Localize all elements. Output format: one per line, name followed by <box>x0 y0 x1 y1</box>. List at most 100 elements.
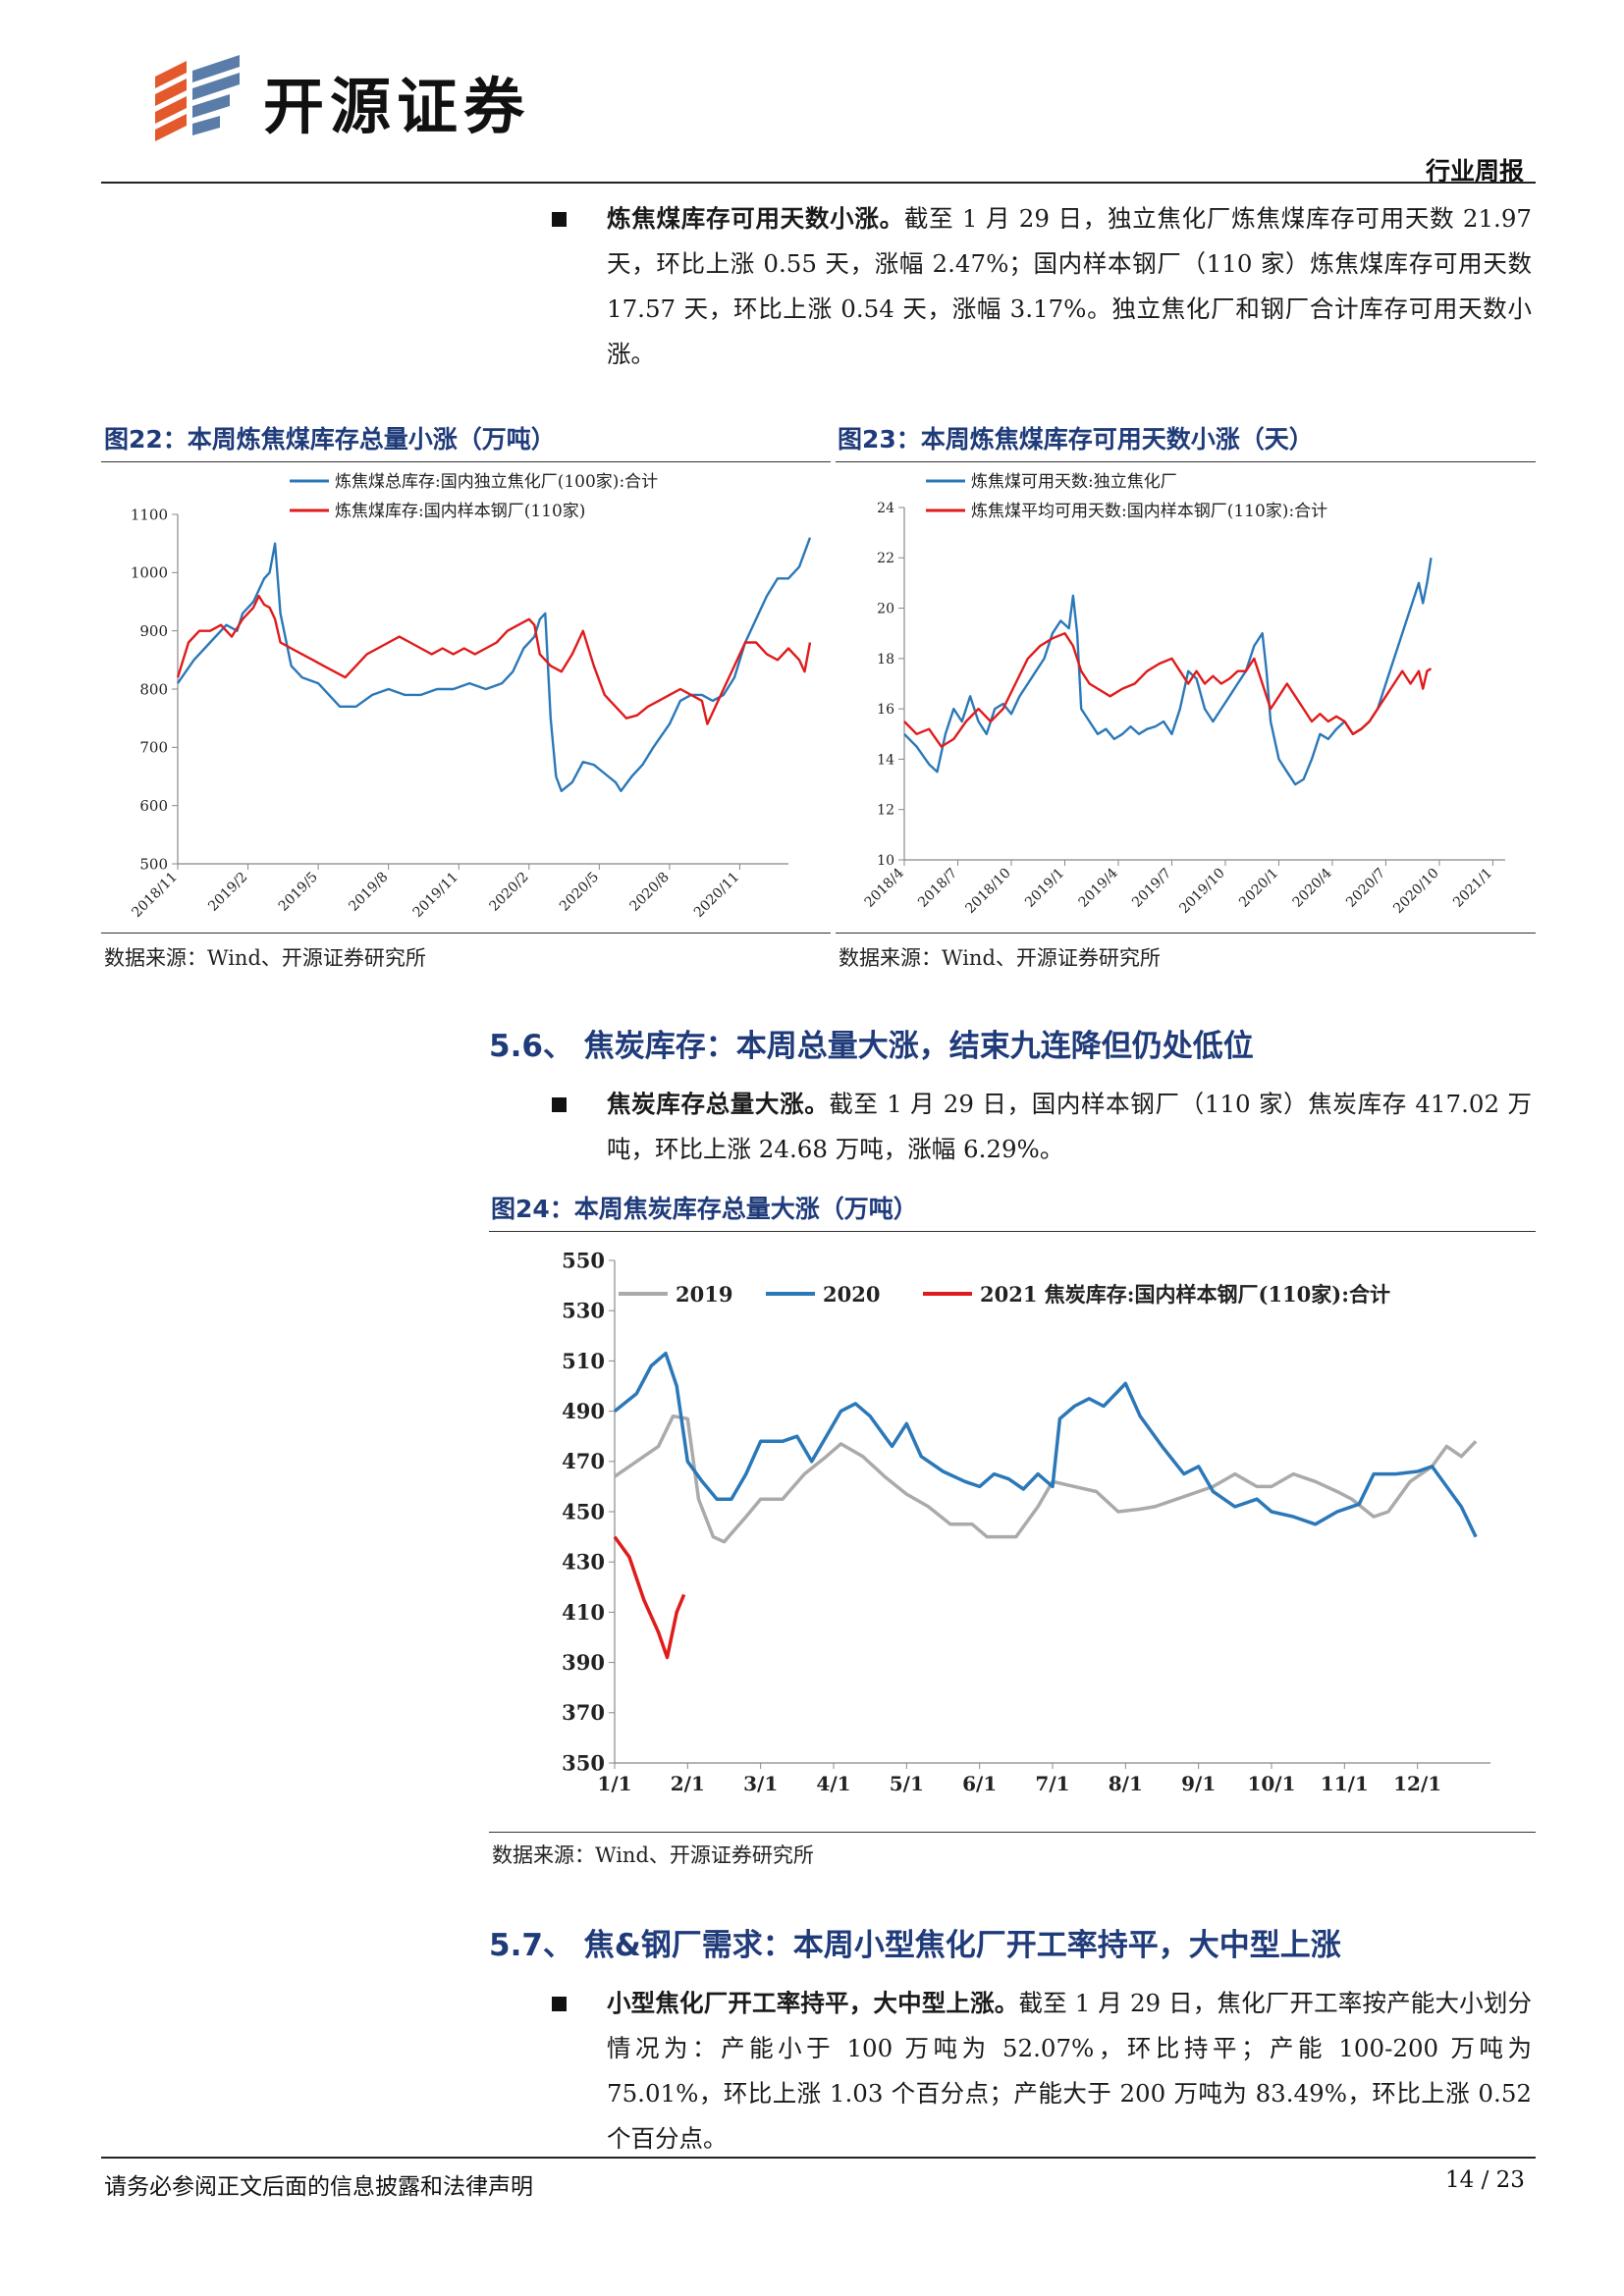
fig24-title: 图24：本周焦炭库存总量大涨（万吨） <box>491 1195 918 1223</box>
legend-label: 炼焦煤可用天数:独立焦化厂 <box>971 472 1177 492</box>
x-tick-label: 2021/1 <box>1450 866 1495 911</box>
series-line <box>177 537 812 792</box>
x-tick-label: 12/1 <box>1393 1772 1441 1795</box>
x-tick-label: 2019/1 <box>1022 866 1067 911</box>
y-tick-label: 22 <box>877 551 894 566</box>
x-tick-label: 2020/5 <box>557 870 602 915</box>
bullet-marker <box>552 1097 567 1112</box>
x-tick-label: 2019/4 <box>1076 865 1121 910</box>
x-tick-label: 2020/4 <box>1290 865 1335 910</box>
fig22-source: 数据来源：Wind、开源证券研究所 <box>104 946 426 970</box>
y-tick-label: 600 <box>139 797 168 815</box>
x-tick-label: 7/1 <box>1035 1772 1069 1795</box>
logo-mark-icon <box>155 55 240 141</box>
fig23-source: 数据来源：Wind、开源证券研究所 <box>839 946 1161 970</box>
y-tick-label: 700 <box>139 739 168 757</box>
paragraph-coke-inventory: 焦炭库存总量大涨。截至 1 月 29 日，国内样本钢厂（110 家）焦炭库存 4… <box>607 1082 1532 1172</box>
fig24-bottom-rule <box>489 1832 1536 1833</box>
y-tick-label: 550 <box>562 1248 605 1272</box>
fig23-title: 图23：本周炼焦煤库存可用天数小涨（天） <box>838 425 1314 454</box>
x-tick-label: 9/1 <box>1181 1772 1216 1795</box>
y-tick-label: 16 <box>877 702 894 718</box>
x-tick-label: 2018/4 <box>862 865 907 910</box>
x-tick-label: 6/1 <box>962 1772 997 1795</box>
legend-label: 2019 <box>676 1282 732 1307</box>
para-body: 截至 1 月 29 日，焦化厂开工率按产能大小划分情况为：产能小于 100 万吨… <box>607 1989 1533 2153</box>
series-line <box>614 1414 1478 1544</box>
y-tick-label: 12 <box>877 803 894 819</box>
x-tick-label: 3/1 <box>743 1772 778 1795</box>
y-tick-label: 350 <box>562 1750 605 1775</box>
paragraph-coking-utilization: 小型焦化厂开工率持平，大中型上涨。截至 1 月 29 日，焦化厂开工率按产能大小… <box>607 1981 1532 2162</box>
para-lead: 小型焦化厂开工率持平，大中型上涨。 <box>607 1989 1019 2017</box>
fig23-top-rule <box>836 461 1536 462</box>
company-logo <box>135 51 245 145</box>
x-tick-label: 2020/8 <box>627 870 673 915</box>
para-body: 截至 1 月 29 日，国内样本钢厂（110 家）焦炭库存 417.02 万吨，… <box>607 1090 1533 1163</box>
y-tick-label: 10 <box>877 853 894 869</box>
x-tick-label: 2018/11 <box>129 870 180 921</box>
section-5-6-heading: 5.6、 焦炭库存：本周总量大涨，结束九连降但仍处低位 <box>489 1029 1254 1064</box>
x-tick-label: 2020/1 <box>1236 866 1281 911</box>
x-tick-label: 2019/8 <box>346 870 391 915</box>
fig22-top-rule <box>101 461 831 462</box>
y-tick-label: 530 <box>562 1299 605 1323</box>
y-tick-label: 900 <box>139 622 168 640</box>
y-tick-label: 1100 <box>131 506 168 523</box>
x-tick-label: 2/1 <box>671 1772 705 1795</box>
bullet-marker <box>552 1997 567 2011</box>
x-tick-label: 2018/10 <box>962 866 1013 917</box>
section-5-7-heading: 5.7、 焦&钢厂需求：本周小型焦化厂开工率持平，大中型上涨 <box>489 1928 1341 1963</box>
y-tick-label: 1000 <box>131 564 168 582</box>
fig24-chart: 350 370 390 410 430 450 470 490 510 530 550 1/1 2/1 3… <box>562 1248 1490 1795</box>
fig22-title: 图22：本周炼焦煤库存总量小涨（万吨） <box>104 425 556 454</box>
x-tick-label: 10/1 <box>1247 1772 1295 1795</box>
doc-type-label: 行业周报 <box>1426 157 1525 186</box>
series-line <box>176 594 812 725</box>
x-tick-label: 2020/11 <box>691 870 742 921</box>
x-tick-label: 2019/11 <box>410 870 461 921</box>
series-line <box>903 632 1433 748</box>
footer-disclaimer: 请务必参阅正文后面的信息披露和法律声明 <box>104 2174 533 2200</box>
legend-label: 2020 <box>823 1282 880 1307</box>
legend-label: 炼焦煤平均可用天数:国内样本钢厂(110家):合计 <box>971 502 1327 521</box>
para-body: 截至 1 月 29 日，独立焦化厂炼焦煤库存可用天数 21.97 天，环比上涨 … <box>607 204 1532 368</box>
x-tick-label: 5/1 <box>890 1772 924 1795</box>
y-tick-label: 410 <box>562 1600 605 1625</box>
y-tick-label: 470 <box>562 1449 605 1473</box>
y-tick-label: 500 <box>139 855 168 873</box>
y-tick-label: 490 <box>562 1399 605 1423</box>
y-tick-label: 20 <box>877 601 894 616</box>
y-tick-label: 18 <box>877 652 894 667</box>
y-tick-label: 800 <box>139 680 168 698</box>
series-line <box>903 558 1433 786</box>
fig23-bottom-rule <box>836 933 1536 934</box>
x-tick-label: 2019/10 <box>1176 866 1227 917</box>
para-lead: 炼焦煤库存可用天数小涨。 <box>607 204 904 233</box>
x-tick-label: 4/1 <box>816 1772 850 1795</box>
series-line <box>613 1351 1478 1538</box>
paragraph-coking-coal-days: 炼焦煤库存可用天数小涨。截至 1 月 29 日，独立焦化厂炼焦煤库存可用天数 2… <box>607 196 1532 377</box>
fig22-chart: 500 600 700 800 900 1000 1100 2018/11 2019/2 2019… <box>129 472 812 921</box>
page-number: 14 / 23 <box>1445 2167 1525 2193</box>
y-tick-label: 510 <box>562 1349 605 1373</box>
fig22-bottom-rule <box>101 933 831 934</box>
x-tick-label: 2019/2 <box>205 870 250 915</box>
legend-label: 2021 焦炭库存:国内样本钢厂(110家):合计 <box>980 1282 1390 1307</box>
x-tick-label: 2019/5 <box>276 870 321 915</box>
legend-label: 炼焦煤总库存:国内独立焦化厂(100家):合计 <box>335 472 658 492</box>
y-tick-label: 14 <box>877 752 894 768</box>
fig24-source: 数据来源：Wind、开源证券研究所 <box>492 1843 814 1867</box>
x-tick-label: 2020/10 <box>1390 866 1441 917</box>
legend-label: 炼焦煤库存:国内样本钢厂(110家) <box>335 502 585 521</box>
x-tick-label: 11/1 <box>1321 1772 1369 1795</box>
y-tick-label: 370 <box>562 1700 605 1725</box>
y-tick-label: 24 <box>877 501 894 516</box>
header-rule <box>101 182 1536 184</box>
x-tick-label: 2018/7 <box>915 866 960 911</box>
footer-rule <box>101 2157 1536 2159</box>
y-tick-label: 450 <box>562 1499 605 1523</box>
y-tick-label: 390 <box>562 1650 605 1675</box>
fig24-top-rule <box>489 1231 1536 1232</box>
